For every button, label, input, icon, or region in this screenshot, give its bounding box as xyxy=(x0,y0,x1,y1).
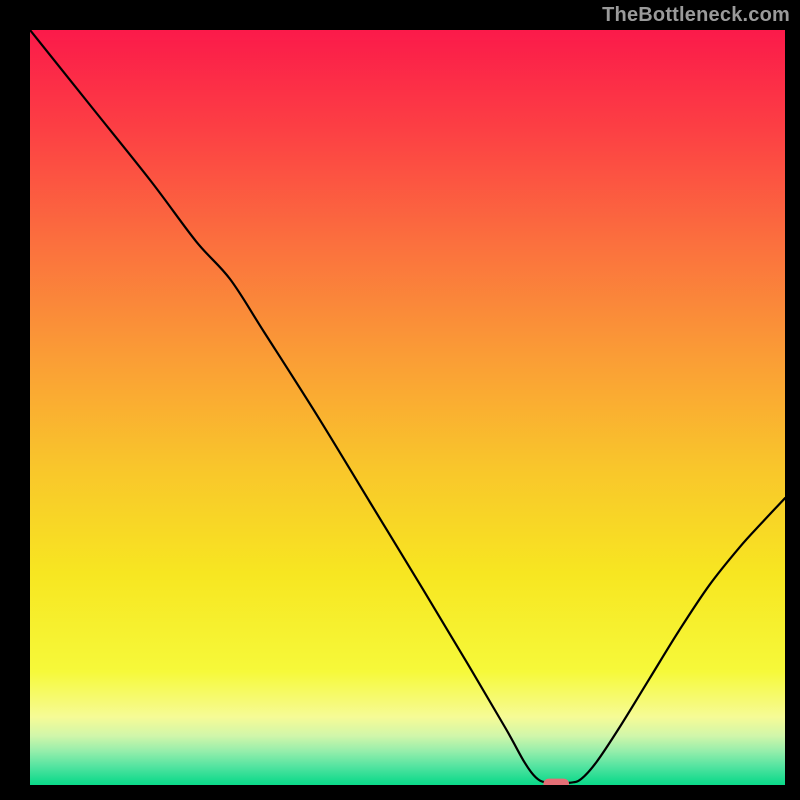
watermark-text: TheBottleneck.com xyxy=(602,4,790,27)
chart-frame: TheBottleneck.com xyxy=(0,0,800,800)
gradient-background xyxy=(30,30,785,785)
plot-area xyxy=(30,30,785,785)
optimum-marker xyxy=(543,779,569,785)
bottleneck-curve-chart xyxy=(30,30,785,785)
